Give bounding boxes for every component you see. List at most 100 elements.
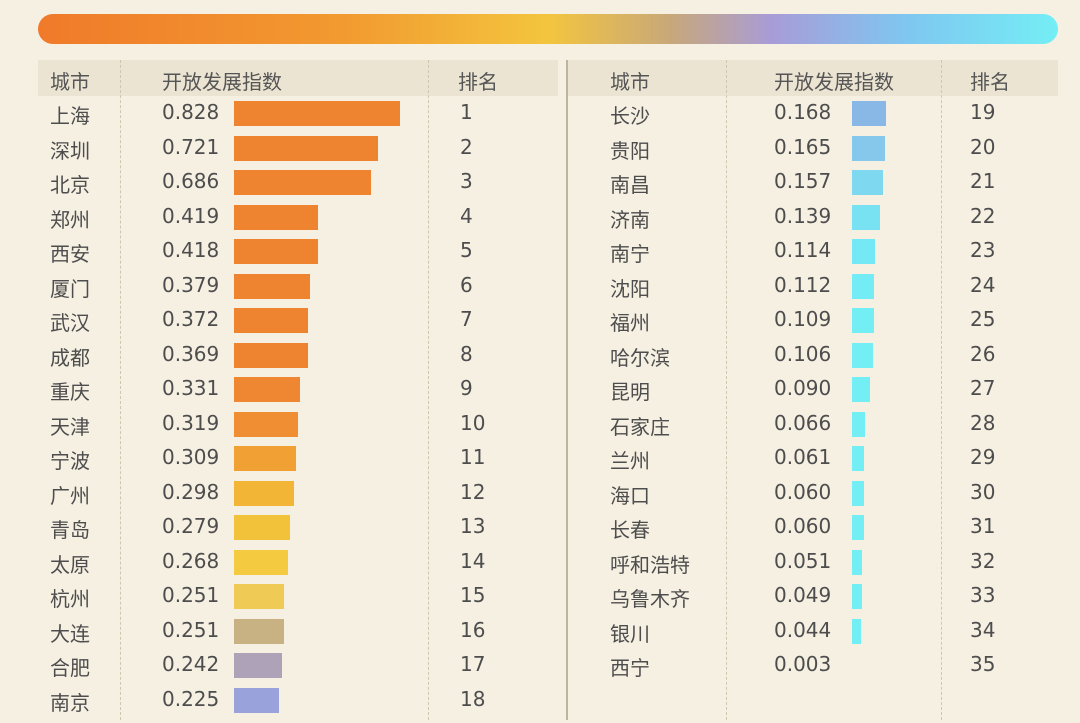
rank-number: 24 (970, 272, 996, 297)
index-value: 0.686 (162, 169, 220, 193)
city-name: 宁波 (50, 449, 90, 473)
table-row: 重庆 0.331 9 (38, 372, 558, 407)
index-value: 0.298 (162, 479, 220, 504)
table-row: 太原 0.268 14 (38, 545, 558, 580)
table-row: 武汉 0.372 7 (38, 303, 558, 338)
index-bar (852, 273, 874, 299)
rank-number: 5 (460, 238, 473, 262)
table-row: 成都 0.369 8 (38, 338, 558, 373)
rank-number: 15 (460, 583, 486, 607)
table-row: 兰州 0.061 29 (568, 441, 1058, 476)
index-bar (234, 411, 298, 437)
table-row: 银川 0.044 34 (568, 614, 1058, 649)
rank-number: 11 (460, 445, 486, 469)
rank-number: 13 (460, 514, 486, 538)
index-bar (234, 308, 308, 333)
rank-number: 26 (970, 341, 996, 366)
index-value: 0.418 (162, 238, 220, 262)
table-row: 合肥 0.242 17 (38, 648, 558, 683)
table-row: 天津 0.319 10 (38, 407, 558, 442)
table-row: 南昌 0.157 21 (568, 165, 1058, 200)
table-row: 乌鲁木齐 0.049 33 (568, 579, 1058, 614)
index-bar (852, 411, 865, 437)
index-bar (852, 618, 861, 644)
index-value: 0.419 (162, 203, 220, 228)
index-value: 0.109 (774, 307, 832, 331)
rank-number: 33 (970, 583, 996, 607)
rank-number: 10 (460, 410, 486, 435)
index-bar (234, 446, 296, 471)
rank-number: 34 (970, 617, 996, 642)
index-value: 0.139 (774, 203, 832, 228)
index-bar (234, 377, 300, 402)
city-name: 乌鲁木齐 (610, 587, 690, 611)
rank-number: 22 (970, 203, 996, 228)
city-name: 大连 (50, 621, 90, 646)
city-name: 天津 (50, 414, 90, 439)
table-row: 青岛 0.279 13 (38, 510, 558, 545)
index-bar (852, 480, 864, 506)
index-value: 0.060 (774, 514, 832, 538)
rank-number: 25 (970, 307, 996, 331)
city-name: 北京 (50, 173, 90, 197)
index-value: 0.828 (162, 100, 220, 124)
table-row: 深圳 0.721 2 (38, 131, 558, 166)
index-bar (234, 135, 378, 161)
table-row: 南宁 0.114 23 (568, 234, 1058, 269)
index-bar (234, 584, 284, 609)
index-value: 0.268 (162, 548, 220, 573)
city-name: 郑州 (50, 207, 90, 232)
index-bar (852, 377, 870, 402)
rank-number: 19 (970, 100, 996, 124)
index-bar (234, 549, 288, 575)
table-row: 海口 0.060 30 (568, 476, 1058, 511)
index-bar (234, 342, 308, 368)
index-bar (852, 446, 864, 471)
table-row: 呼和浩特 0.051 32 (568, 545, 1058, 580)
index-value: 0.242 (162, 652, 220, 676)
table-row: 济南 0.139 22 (568, 200, 1058, 235)
city-name: 杭州 (50, 587, 90, 611)
index-value: 0.369 (162, 341, 220, 366)
index-bar (852, 308, 874, 333)
header-city: 城市 (610, 70, 650, 94)
rank-number: 1 (460, 100, 473, 124)
index-bar (852, 170, 883, 195)
table-row: 宁波 0.309 11 (38, 441, 558, 476)
index-value: 0.319 (162, 410, 220, 435)
index-bar (234, 653, 282, 678)
table-row: 西宁 0.003 35 (568, 648, 1058, 683)
ranking-table-left: 城市 开放发展指数 排名 上海 0.828 1 深圳 0.721 2 北京 0.686 3 郑州 0… (38, 60, 558, 720)
city-name: 哈尔滨 (610, 345, 670, 370)
rank-number: 35 (970, 652, 996, 676)
city-name: 深圳 (50, 138, 90, 163)
table-divider (566, 60, 568, 720)
index-bar (234, 204, 318, 230)
index-bar (852, 101, 886, 126)
rank-number: 6 (460, 272, 473, 297)
index-bar (234, 480, 294, 506)
rank-number: 32 (970, 548, 996, 573)
city-name: 成都 (50, 345, 90, 370)
column-separator (941, 60, 942, 720)
table-row: 昆明 0.090 27 (568, 372, 1058, 407)
index-value: 0.066 (774, 410, 832, 435)
index-value: 0.309 (162, 445, 220, 469)
index-value: 0.251 (162, 617, 220, 642)
index-value: 0.157 (774, 169, 832, 193)
city-name: 贵阳 (610, 138, 650, 163)
city-name: 长春 (610, 518, 650, 542)
index-bar (852, 135, 885, 161)
table-row: 杭州 0.251 15 (38, 579, 558, 614)
rank-number: 8 (460, 341, 473, 366)
table-row: 上海 0.828 1 (38, 96, 558, 131)
index-value: 0.165 (774, 134, 832, 159)
rank-number: 23 (970, 238, 996, 262)
table-row: 福州 0.109 25 (568, 303, 1058, 338)
rank-number: 18 (460, 686, 486, 711)
rank-number: 14 (460, 548, 486, 573)
city-name: 西宁 (610, 656, 650, 680)
city-name: 武汉 (50, 311, 90, 335)
city-name: 石家庄 (610, 414, 670, 439)
city-name: 广州 (50, 483, 90, 508)
